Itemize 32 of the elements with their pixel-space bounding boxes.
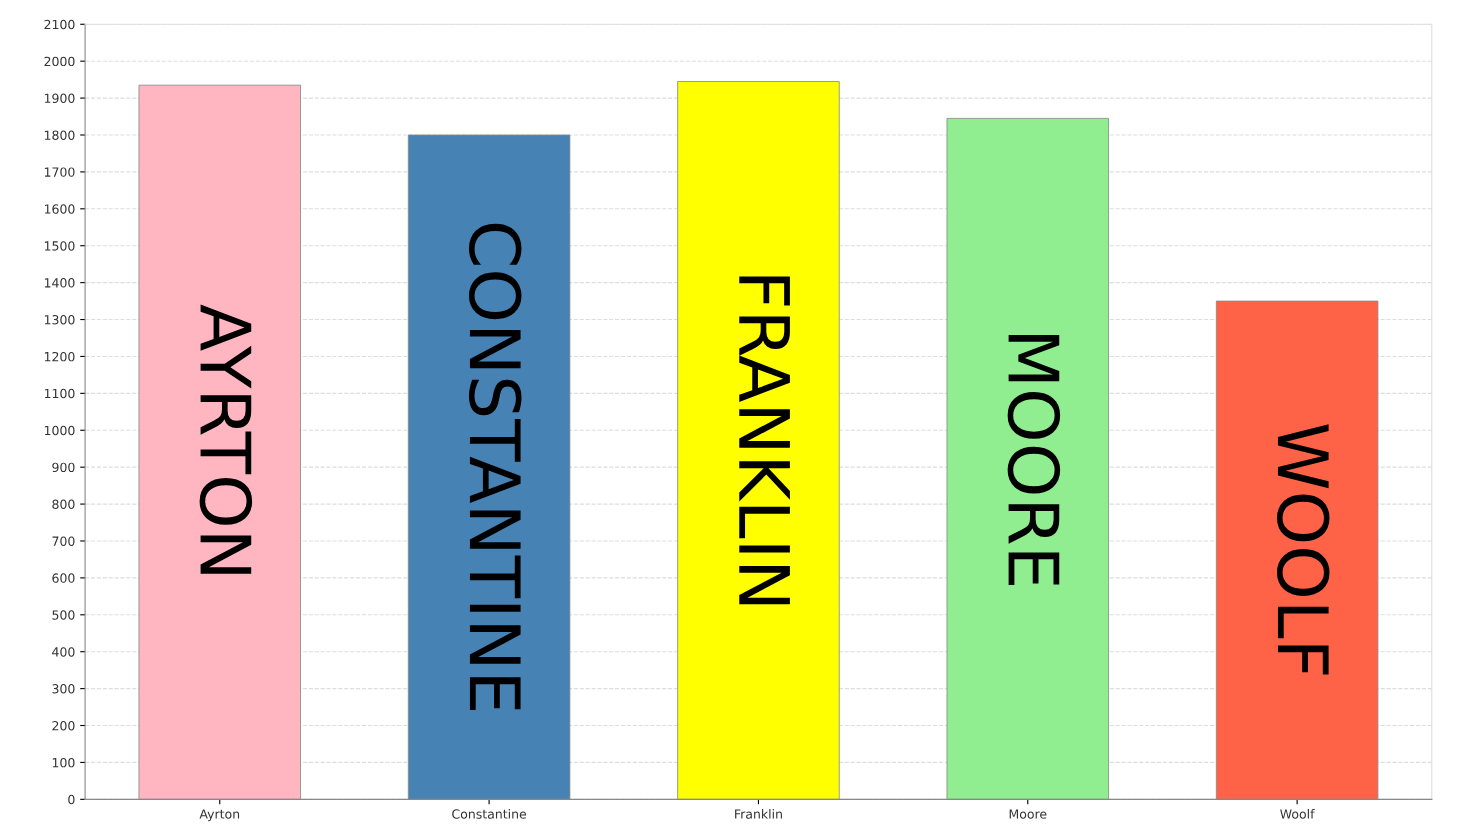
- y-tick-label: 2100: [44, 19, 75, 30]
- y-tick-label: 700: [52, 536, 75, 546]
- y-tick-label: 600: [52, 573, 75, 583]
- annotation: MOORE: [1007, 334, 1061, 586]
- x-tick-label: Franklin: [735, 809, 782, 819]
- y-tick-label: 1300: [44, 315, 75, 325]
- y-tick-label: 300: [52, 684, 75, 694]
- annotation: FRANKLIN: [739, 276, 790, 605]
- y-tick-label: 1900: [44, 93, 75, 104]
- y-tick-label: 1700: [44, 167, 75, 177]
- y-tick-label: 100: [52, 757, 75, 768]
- y-tick-label: 1200: [44, 351, 75, 362]
- x-tick-label: Moore: [1009, 809, 1047, 819]
- x-tick-label: Ayrton: [199, 809, 240, 822]
- y-tick-label: 900: [52, 462, 75, 473]
- y-tick-label: 500: [52, 610, 75, 620]
- y-tick-label: 1400: [44, 278, 75, 288]
- y-tick-label: 800: [52, 499, 75, 509]
- y-tick-label: 400: [52, 647, 75, 657]
- annotation: WOOLF: [1276, 424, 1330, 675]
- annotation: CONSTANTINE: [468, 223, 522, 710]
- y-tick-label: 2000: [44, 56, 75, 67]
- x-tick-label: Woolf: [1280, 809, 1315, 819]
- y-tick-label: 0: [68, 794, 75, 805]
- y-tick-label: 1600: [44, 204, 75, 214]
- y-tick-label: 1500: [44, 241, 75, 251]
- y-tick-label: 1100: [44, 388, 75, 399]
- y-tick-label: 1000: [44, 425, 75, 436]
- x-tick-label: Constantine: [452, 809, 527, 819]
- y-tick-label: 1800: [44, 130, 75, 140]
- y-tick-label: 200: [52, 720, 75, 731]
- annotation: AYRTON: [199, 304, 253, 574]
